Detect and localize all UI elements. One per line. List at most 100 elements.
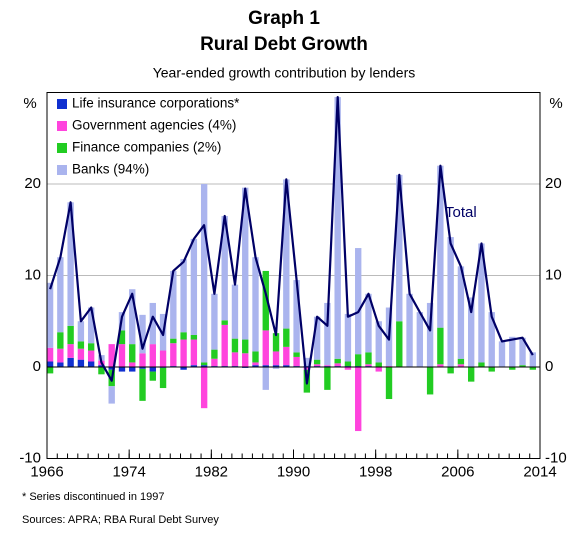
bar-segment: [139, 367, 146, 369]
x-tick-label: 2014: [523, 463, 556, 480]
bar-segment: [283, 365, 290, 367]
bar-segment: [365, 293, 372, 353]
bar-segment: [426, 302, 434, 367]
x-tick-label: 1974: [112, 463, 145, 480]
bar-segment: [324, 365, 331, 367]
bar-segment: [242, 339, 249, 354]
bar-segment: [159, 350, 167, 367]
bar-segment: [200, 367, 208, 409]
bar-segment: [529, 352, 536, 367]
bar-segment: [478, 243, 485, 363]
bar-segment: [355, 367, 362, 432]
bar-segment: [406, 293, 413, 367]
bar-segment: [262, 270, 269, 331]
bar-segment: [468, 367, 475, 382]
y2-tick-label: 0: [545, 358, 553, 375]
y-tick-label: 20: [24, 175, 41, 192]
bar-segment: [365, 352, 372, 365]
bar-segment: [468, 297, 475, 367]
bar-segment: [129, 344, 136, 363]
bar-segment: [262, 365, 269, 367]
legend-label: Banks (94%): [72, 162, 149, 177]
bar-segment: [313, 359, 321, 365]
y2-tick-label: 20: [545, 175, 562, 192]
bar-segment: [355, 248, 362, 355]
bar-segment: [87, 350, 95, 362]
bar-segment: [67, 357, 74, 367]
bar-segment: [272, 351, 280, 366]
bar-segment: [344, 367, 352, 370]
bar-segment: [293, 280, 300, 353]
bar-segment: [87, 361, 95, 367]
y2-tick-label: 10: [545, 266, 562, 283]
bar-segment: [57, 257, 64, 333]
bar-segment: [190, 238, 198, 335]
bar-segment: [519, 365, 526, 367]
bar-segment: [447, 237, 454, 367]
bar-segment: [262, 330, 269, 366]
bar-segment: [77, 341, 85, 349]
x-tick-label: 1990: [277, 463, 310, 480]
bar-segment: [211, 358, 218, 367]
bar-segment: [396, 174, 403, 322]
bar-segment: [211, 349, 218, 359]
bar-segment: [252, 351, 259, 363]
bar-segment: [488, 367, 495, 372]
bar-segment: [129, 367, 136, 372]
bar-segment: [303, 357, 311, 367]
bar-segment: [385, 367, 393, 400]
bar-segment: [180, 259, 187, 333]
bar-segment: [211, 293, 218, 350]
bar-segment: [283, 328, 290, 347]
bar-segment: [170, 343, 177, 367]
bar-segment: [457, 266, 465, 359]
bar-segment: [149, 344, 156, 367]
bar-segment: [488, 312, 495, 367]
bar-segment: [129, 362, 136, 367]
bar-segment: [170, 270, 177, 339]
y-tick-label: 0: [33, 358, 41, 375]
bar-segment: [344, 361, 352, 367]
bar-segment: [87, 343, 95, 351]
bar-segment: [57, 348, 64, 363]
total-line: [49, 96, 534, 385]
bar-segment: [252, 257, 259, 352]
bar-segment: [139, 368, 146, 401]
y-axis-label: %: [23, 95, 36, 112]
bar-segment: [77, 321, 85, 342]
bar-segment: [375, 321, 382, 363]
bar-segment: [231, 352, 239, 367]
bar-segment: [200, 365, 208, 367]
bar-segment: [242, 353, 249, 367]
chart-caption: Year-ended growth contribution by lender…: [153, 65, 416, 81]
bar-segment: [77, 348, 85, 360]
bar-segment: [375, 367, 382, 372]
bar-segment: [375, 362, 382, 367]
bar-segment: [272, 333, 280, 352]
bar-segment: [57, 332, 64, 349]
bar-segment: [180, 332, 187, 340]
bar-segment: [283, 346, 290, 366]
bar-segment: [139, 314, 146, 354]
bar-segment: [334, 358, 341, 364]
bar-segment: [437, 364, 444, 367]
bar-segment: [324, 367, 331, 390]
y2-axis-label: %: [549, 95, 562, 112]
bar-segment: [139, 353, 146, 367]
line-label: Total: [445, 204, 477, 221]
bar-segment: [396, 321, 403, 367]
bar-segment: [262, 367, 269, 390]
legend-swatch: [57, 165, 67, 175]
bar-segment: [200, 362, 208, 366]
bar-segment: [108, 344, 115, 367]
bar-segment: [519, 337, 526, 366]
x-tick-label: 2006: [441, 463, 474, 480]
bar-segment: [252, 362, 259, 366]
x-tick-label: 1982: [195, 463, 228, 480]
bar-segment: [437, 327, 444, 365]
bar-segment: [67, 344, 74, 358]
bar-segment: [77, 359, 85, 367]
x-tick-label: 1998: [359, 463, 392, 480]
bar-segment: [365, 364, 372, 367]
